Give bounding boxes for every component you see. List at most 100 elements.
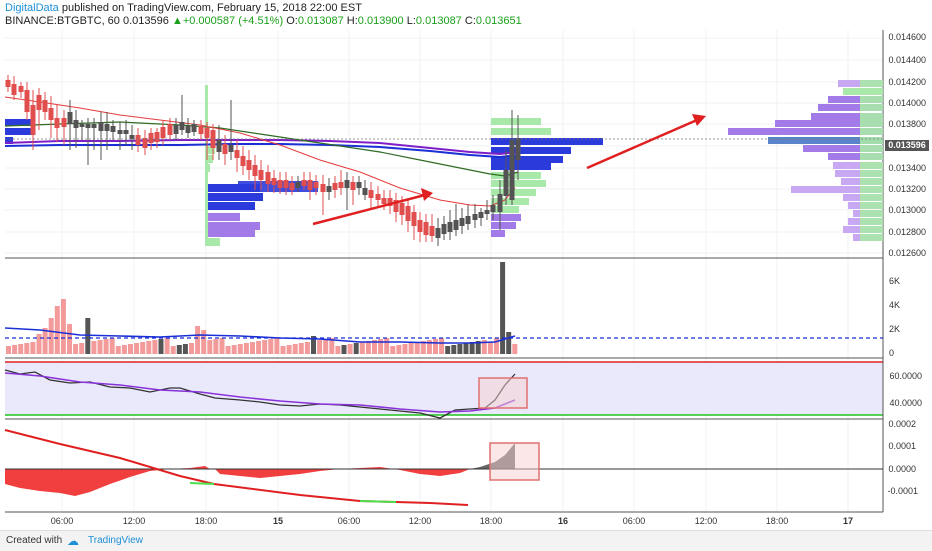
volume-profile-bar	[205, 238, 220, 246]
volume-bar	[231, 345, 237, 354]
volume-bar	[103, 339, 109, 354]
candle-body	[142, 138, 148, 148]
time-axis-label: 12:00	[694, 516, 718, 526]
volume-profile-bar	[860, 210, 883, 217]
volume-profile-bar	[491, 214, 521, 221]
volume-profile-bar	[491, 198, 529, 205]
volume-bar	[274, 338, 280, 354]
volume-bars	[6, 262, 518, 354]
volume-bar	[329, 338, 335, 354]
volume-bar	[42, 328, 48, 354]
candle-body	[48, 108, 54, 120]
footer-created-text: Created with	[6, 535, 63, 546]
volume-profile-bar	[860, 170, 883, 177]
price-axis-label: 0.012600	[888, 248, 926, 258]
candle-body	[117, 130, 123, 134]
volume-profile-bar	[205, 202, 255, 210]
volume-bar	[134, 343, 140, 354]
volume-bar	[36, 334, 42, 354]
arrow-line-1	[312, 193, 426, 226]
volume-bar	[207, 340, 213, 354]
cloud-logo-icon[interactable]: ☁	[67, 534, 79, 548]
candle-body	[191, 124, 197, 132]
ohlc-legend: BINANCE:BTGBTC, 60 0.013596 ▲+0.000587 (…	[5, 15, 522, 27]
time-axis-label: 18:00	[194, 516, 218, 526]
volume-axis-label: 2K	[888, 324, 900, 334]
candle-body	[301, 180, 307, 186]
volume-bar	[140, 342, 146, 354]
volume-bar	[182, 344, 188, 354]
time-axis-label: 06:00	[50, 516, 74, 526]
volume-bar	[6, 346, 11, 354]
volume-bar	[311, 336, 316, 354]
volume-profile-bar	[860, 128, 883, 135]
volume-bar	[128, 344, 133, 354]
volume-bar	[347, 344, 353, 354]
ma-green-line	[4, 121, 519, 177]
candle-body	[24, 90, 30, 112]
volume-bar	[189, 343, 194, 354]
candle-body	[148, 133, 154, 143]
volume-profile-start	[5, 119, 35, 144]
symbol-label[interactable]: BINANCE:BTGBTC, 60	[5, 15, 120, 27]
candle-body	[368, 190, 374, 198]
high-value: 0.013900	[357, 15, 404, 27]
volume-profile-bar	[5, 119, 33, 126]
volume-bar	[12, 345, 18, 354]
ma-blue-line	[4, 143, 519, 159]
volume-profile-bar	[860, 145, 883, 152]
volume-bar	[213, 339, 219, 354]
volume-profile-bar	[205, 155, 213, 163]
high-label: H:	[346, 15, 358, 27]
candle-body	[30, 105, 36, 135]
volume-bar	[494, 338, 499, 354]
candle-body	[123, 130, 129, 134]
time-axis-label-day: 15	[272, 516, 284, 526]
candle-body	[216, 140, 222, 152]
time-axis-label: 06:00	[622, 516, 646, 526]
volume-bar	[433, 339, 438, 354]
last-price: 0.013596	[122, 15, 169, 27]
candle-body	[441, 224, 447, 234]
volume-bar	[420, 341, 426, 354]
candle-body	[265, 172, 271, 184]
volume-bar	[201, 330, 207, 354]
volume-bar	[48, 318, 54, 354]
volume-profile-bar	[860, 234, 883, 241]
candle-body	[234, 150, 240, 158]
volume-profile-bar	[860, 80, 883, 87]
macd-axis-label: 0.0001	[888, 441, 916, 451]
volume-bar	[335, 346, 341, 354]
volume-bar	[451, 345, 457, 354]
rsi-band	[5, 362, 883, 415]
tradingview-link[interactable]: TradingView	[88, 535, 144, 546]
volume-profile-bar	[205, 213, 240, 221]
volume-profile-bar	[491, 206, 519, 213]
volume-bar	[481, 340, 487, 354]
volume-bar	[176, 345, 182, 354]
volume-bar	[390, 346, 396, 354]
candle-body	[228, 145, 234, 152]
volume-profile-bar	[5, 137, 13, 144]
macd-green-segment	[189, 482, 215, 485]
volume-profile-bar	[860, 226, 883, 233]
volume-profile-bar	[860, 218, 883, 225]
volume-bar	[414, 342, 420, 354]
volume-axis-label: 6K	[888, 276, 900, 286]
volume-bar	[286, 345, 292, 354]
macd-green-segment	[359, 500, 397, 503]
volume-bar	[457, 344, 463, 354]
candle-body	[18, 86, 24, 92]
price-axis-label: 0.013800	[888, 119, 926, 129]
volume-profile-bar	[860, 104, 883, 111]
volume-bar	[359, 342, 365, 354]
author-link[interactable]: DigitalData	[5, 2, 59, 14]
volume-profile-bar	[835, 170, 883, 177]
candle-body	[104, 124, 110, 131]
candle-body	[73, 120, 79, 128]
volume-bar	[341, 345, 347, 354]
volume-profile-bar	[860, 120, 883, 127]
volume-profile-stripe	[205, 85, 208, 245]
candle-body	[405, 206, 411, 221]
